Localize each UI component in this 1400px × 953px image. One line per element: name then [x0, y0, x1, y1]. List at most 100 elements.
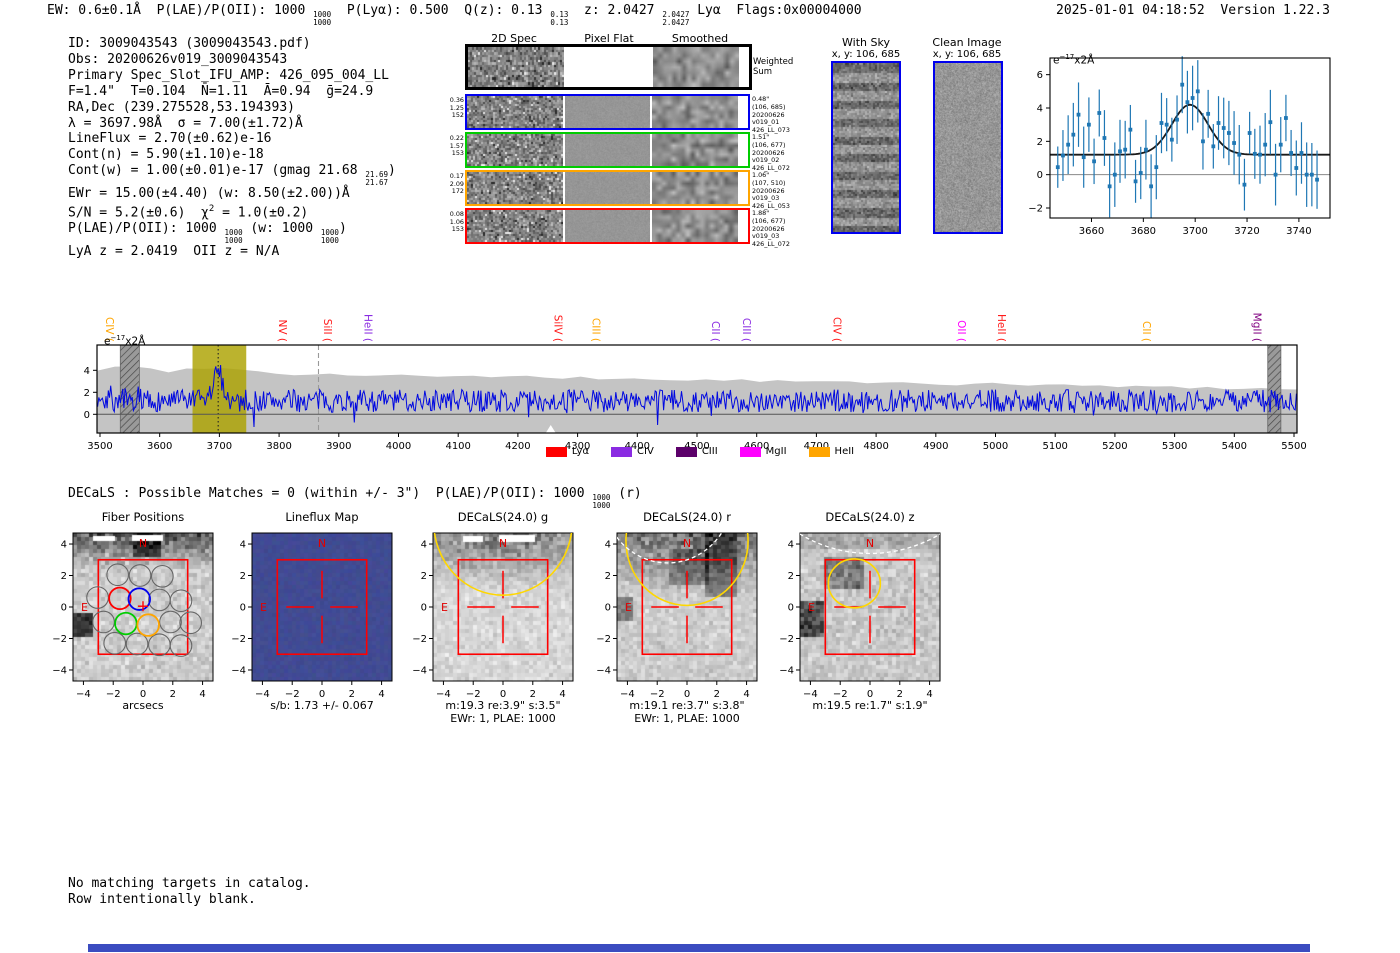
svg-text:3720: 3720	[1234, 226, 1259, 237]
svg-text:−2: −2	[1028, 204, 1043, 215]
selected-fiber-circle	[108, 586, 132, 611]
data-point	[1081, 155, 1086, 160]
smoothed-image	[652, 134, 738, 166]
with-sky-title: With Sky	[842, 36, 890, 49]
svg-text:2: 2	[84, 388, 90, 399]
fiber-circle	[128, 564, 152, 587]
svg-text:3680: 3680	[1131, 226, 1156, 237]
svg-text:6: 6	[1037, 70, 1043, 81]
legend-label: Lyα	[571, 446, 590, 457]
svg-text:−4: −4	[255, 689, 270, 700]
data-point	[1128, 127, 1133, 132]
data-point	[1190, 96, 1195, 100]
extraction-box	[457, 558, 549, 656]
spec2d-row: 0.22 1.57 153 1.51" (106, 677) 20200626 v019_0…	[450, 132, 790, 172]
svg-text:2: 2	[530, 689, 536, 700]
cutout-caption: EWr: 1, PLAE: 1000	[450, 712, 556, 725]
info-line: LyA z = 2.0419 OII z = N/A	[68, 244, 280, 260]
svg-text:3660: 3660	[1079, 226, 1104, 237]
data-point	[1097, 111, 1102, 115]
svg-text:0: 0	[61, 603, 67, 614]
svg-text:5200: 5200	[1102, 441, 1127, 452]
fiber-annotation: 1.88" (106, 677) 20200626 v019_03 426_LL_072	[752, 209, 790, 249]
clean-image-coords: x, y: 106, 685	[932, 49, 1002, 60]
data-point	[1180, 82, 1185, 87]
line-label: SiIV (	[551, 315, 563, 342]
smoothed-image	[652, 96, 738, 128]
info-line: λ = 3697.98Å σ = 7.00(±1.72)Å	[68, 115, 303, 131]
svg-text:2: 2	[605, 571, 611, 582]
position-marker	[545, 425, 556, 433]
line-label: MgII (	[1250, 313, 1262, 342]
decals-match-summary: DECaLS : Possible Matches = 0 (within +/…	[68, 486, 642, 510]
svg-text:4300: 4300	[565, 441, 590, 452]
data-point	[1309, 172, 1314, 177]
spectrum-legend: Lyα CIV CIII MgII HeII	[0, 446, 1400, 457]
info-line: S/N = 5.2(±0.6) χ2 = 1.0(±0.2)	[68, 204, 309, 221]
svg-text:4: 4	[743, 689, 749, 700]
data-point	[1237, 152, 1242, 157]
legend-item: CIV	[611, 446, 654, 457]
cutout-caption: m:19.1 re:3.7" s:3.8"	[629, 699, 745, 712]
svg-text:0: 0	[605, 603, 611, 614]
svg-text:0: 0	[319, 689, 325, 700]
svg-text:2: 2	[897, 689, 903, 700]
info-line: ID: 3009043543 (3009043543.pdf)	[68, 36, 311, 51]
data-point	[1149, 184, 1154, 189]
fiber-weight-labels: 0.17 2.09 172	[449, 172, 464, 196]
svg-text:4400: 4400	[625, 441, 650, 452]
data-point	[1268, 120, 1273, 125]
catalog-aperture	[625, 533, 749, 607]
data-point	[1164, 122, 1169, 127]
fiber-circle	[92, 610, 115, 634]
svg-text:5500: 5500	[1281, 441, 1306, 452]
fiber-circle	[169, 634, 193, 657]
data-point	[1159, 121, 1164, 125]
svg-text:3700: 3700	[1182, 226, 1207, 237]
line-label: HeII (	[361, 314, 373, 342]
svg-text:4: 4	[84, 366, 90, 377]
spec2d-row: Weighted Sum	[465, 44, 793, 90]
pixelflat-image	[565, 210, 650, 242]
svg-text:2: 2	[714, 689, 720, 700]
gaussian-fit-curve	[1050, 103, 1330, 156]
data-point	[1315, 177, 1319, 182]
svg-text:−4: −4	[76, 689, 91, 700]
info-line: EWr = 15.00(±4.40) (w: 8.50(±2.00))Å	[68, 186, 350, 202]
data-point	[1252, 151, 1257, 156]
line-label: SiII (	[321, 319, 333, 342]
line-label: OII (	[955, 320, 967, 342]
data-point	[1232, 141, 1236, 145]
svg-text:0: 0	[684, 689, 690, 700]
svg-text:−4: −4	[231, 665, 246, 676]
line-label: CIV (	[103, 317, 115, 342]
data-point	[1066, 142, 1071, 147]
cutout-overlay: −4 −4 −2 −2 0 0 2 2 4 4 N E	[596, 532, 758, 700]
legend-item: MgII	[739, 446, 787, 457]
line-fit-chart: 3660 3680 3700 3720 3740 −2 0 2 4 6	[1028, 56, 1331, 237]
info-line: Obs: 20200626v019_3009043543	[68, 51, 288, 67]
spec2d-col-header: Pixel Flat	[584, 32, 634, 45]
cutout-title: Fiber Positions	[101, 510, 185, 524]
svg-text:−2: −2	[833, 689, 848, 700]
svg-text:2: 2	[349, 689, 355, 700]
line-label: CIII (	[740, 318, 752, 342]
data-point	[1258, 152, 1262, 157]
with-sky-coords: x, y: 106, 685	[831, 49, 901, 60]
report-timestamp: 2025-01-01 04:18:52	[1056, 3, 1205, 18]
data-point	[1294, 166, 1299, 170]
data-point	[1201, 139, 1205, 144]
svg-text:2: 2	[61, 571, 67, 582]
fiber-circle	[179, 611, 203, 635]
svg-text:4900: 4900	[923, 441, 948, 452]
line-label: NV (	[276, 320, 288, 342]
fiber-annotation: Weighted Sum	[753, 57, 794, 77]
data-point	[1061, 153, 1065, 158]
data-point	[1284, 116, 1288, 120]
svg-text:3740: 3740	[1286, 226, 1311, 237]
svg-text:0: 0	[1037, 170, 1043, 181]
spec2d-row: 0.36 1.25 152 0.48" (106, 685) 20200626 v019_0…	[450, 94, 790, 134]
